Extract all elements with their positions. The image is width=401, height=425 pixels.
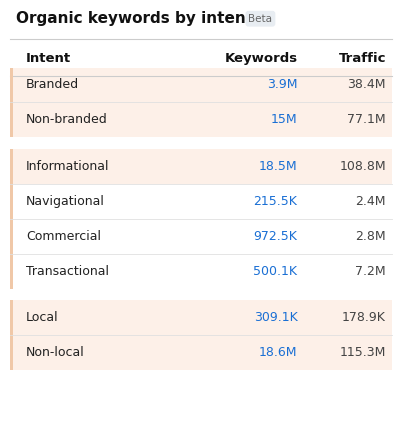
- Text: 2.4M: 2.4M: [354, 195, 385, 208]
- Text: 309.1K: 309.1K: [253, 312, 297, 324]
- Text: 18.6M: 18.6M: [258, 346, 297, 359]
- FancyBboxPatch shape: [10, 219, 391, 254]
- Text: Local: Local: [26, 312, 59, 324]
- FancyBboxPatch shape: [10, 300, 391, 370]
- Text: 215.5K: 215.5K: [253, 195, 297, 208]
- FancyBboxPatch shape: [10, 68, 13, 137]
- Text: Branded: Branded: [26, 79, 79, 91]
- Text: 972.5K: 972.5K: [253, 230, 297, 243]
- FancyBboxPatch shape: [10, 254, 391, 289]
- Text: Transactional: Transactional: [26, 265, 109, 278]
- Text: Navigational: Navigational: [26, 195, 105, 208]
- Text: Non-local: Non-local: [26, 346, 85, 359]
- Text: 38.4M: 38.4M: [346, 79, 385, 91]
- Text: 7.2M: 7.2M: [354, 265, 385, 278]
- Text: Beta: Beta: [248, 14, 272, 24]
- Text: 108.8M: 108.8M: [338, 160, 385, 173]
- Text: 3.9M: 3.9M: [266, 79, 297, 91]
- Text: 115.3M: 115.3M: [339, 346, 385, 359]
- FancyBboxPatch shape: [10, 300, 13, 370]
- Text: 15M: 15M: [270, 113, 297, 126]
- Text: 500.1K: 500.1K: [253, 265, 297, 278]
- FancyBboxPatch shape: [10, 149, 13, 289]
- Text: Keywords: Keywords: [224, 52, 297, 65]
- Text: 2.8M: 2.8M: [354, 230, 385, 243]
- Text: Traffic: Traffic: [338, 52, 385, 65]
- Text: 178.9K: 178.9K: [341, 312, 385, 324]
- FancyBboxPatch shape: [10, 149, 391, 289]
- Text: Intent: Intent: [26, 52, 71, 65]
- FancyBboxPatch shape: [10, 184, 391, 219]
- Text: Informational: Informational: [26, 160, 109, 173]
- Text: Organic keywords by intent: Organic keywords by intent: [16, 11, 253, 26]
- Text: Non-branded: Non-branded: [26, 113, 107, 126]
- FancyBboxPatch shape: [10, 68, 391, 137]
- Text: 77.1M: 77.1M: [346, 113, 385, 126]
- Text: Commercial: Commercial: [26, 230, 101, 243]
- Text: 18.5M: 18.5M: [258, 160, 297, 173]
